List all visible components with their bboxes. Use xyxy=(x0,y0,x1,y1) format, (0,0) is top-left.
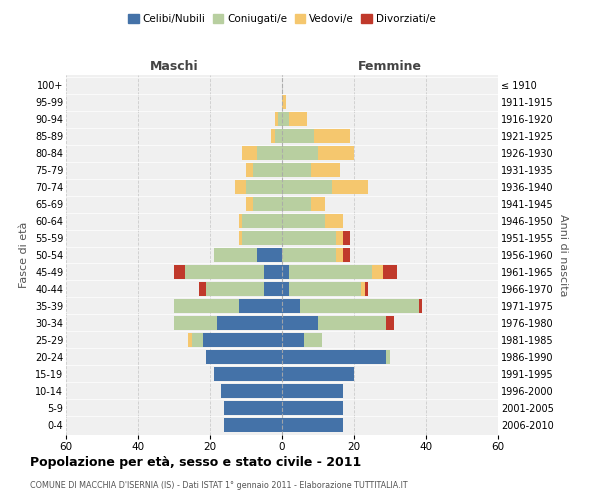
Bar xyxy=(224,418,282,432)
Bar xyxy=(242,214,282,228)
Bar xyxy=(361,282,365,296)
Bar xyxy=(304,333,322,346)
Bar xyxy=(239,231,242,245)
Bar xyxy=(282,146,318,160)
Bar xyxy=(365,282,368,296)
Bar xyxy=(318,316,386,330)
Bar xyxy=(336,248,343,262)
Bar xyxy=(203,333,282,346)
Bar xyxy=(264,265,282,279)
Bar xyxy=(246,198,253,211)
Bar xyxy=(264,282,282,296)
Bar xyxy=(386,350,390,364)
Bar xyxy=(242,231,282,245)
Bar xyxy=(246,180,282,194)
Bar xyxy=(174,265,185,279)
Bar xyxy=(257,248,282,262)
Bar xyxy=(192,333,203,346)
Bar xyxy=(235,180,246,194)
Bar xyxy=(300,299,419,312)
Bar xyxy=(343,248,350,262)
Bar xyxy=(282,401,343,414)
Bar xyxy=(282,316,318,330)
Bar xyxy=(214,248,257,262)
Bar xyxy=(419,299,422,312)
Bar xyxy=(174,316,217,330)
Bar xyxy=(311,198,325,211)
Bar xyxy=(217,316,282,330)
Bar xyxy=(206,350,282,364)
Bar xyxy=(282,418,343,432)
Bar xyxy=(239,299,282,312)
Bar xyxy=(282,282,289,296)
Bar xyxy=(282,333,304,346)
Bar xyxy=(282,130,314,143)
Bar xyxy=(318,146,354,160)
Bar xyxy=(282,231,336,245)
Bar xyxy=(282,112,289,126)
Bar xyxy=(325,214,343,228)
Bar xyxy=(282,367,354,380)
Bar xyxy=(282,96,286,109)
Bar xyxy=(253,198,282,211)
Bar xyxy=(174,299,239,312)
Bar xyxy=(239,214,242,228)
Bar xyxy=(386,316,394,330)
Bar xyxy=(275,112,278,126)
Bar xyxy=(282,384,343,398)
Text: Femmine: Femmine xyxy=(358,60,422,74)
Bar xyxy=(278,112,282,126)
Bar xyxy=(199,282,206,296)
Bar xyxy=(246,164,253,177)
Bar xyxy=(275,130,282,143)
Bar xyxy=(206,282,264,296)
Bar xyxy=(289,282,361,296)
Bar xyxy=(343,231,350,245)
Y-axis label: Anni di nascita: Anni di nascita xyxy=(557,214,568,296)
Bar xyxy=(282,265,289,279)
Bar xyxy=(282,164,311,177)
Bar xyxy=(257,146,282,160)
Bar xyxy=(383,265,397,279)
Bar xyxy=(314,130,350,143)
Y-axis label: Fasce di età: Fasce di età xyxy=(19,222,29,288)
Bar xyxy=(253,164,282,177)
Bar xyxy=(289,112,307,126)
Text: COMUNE DI MACCHIA D'ISERNIA (IS) - Dati ISTAT 1° gennaio 2011 - Elaborazione TUT: COMUNE DI MACCHIA D'ISERNIA (IS) - Dati … xyxy=(30,480,407,490)
Bar xyxy=(185,265,264,279)
Bar xyxy=(372,265,383,279)
Bar xyxy=(271,130,275,143)
Bar xyxy=(289,265,372,279)
Text: Popolazione per età, sesso e stato civile - 2011: Popolazione per età, sesso e stato civil… xyxy=(30,456,361,469)
Legend: Celibi/Nubili, Coniugati/e, Vedovi/e, Divorziati/e: Celibi/Nubili, Coniugati/e, Vedovi/e, Di… xyxy=(124,10,440,29)
Bar xyxy=(282,180,332,194)
Bar xyxy=(214,367,282,380)
Bar xyxy=(282,350,386,364)
Bar xyxy=(224,401,282,414)
Text: Maschi: Maschi xyxy=(149,60,199,74)
Bar xyxy=(336,231,343,245)
Bar xyxy=(282,248,336,262)
Bar xyxy=(188,333,192,346)
Bar xyxy=(282,214,325,228)
Bar xyxy=(311,164,340,177)
Bar xyxy=(282,299,300,312)
Bar xyxy=(242,146,257,160)
Bar xyxy=(332,180,368,194)
Bar xyxy=(221,384,282,398)
Bar xyxy=(282,198,311,211)
